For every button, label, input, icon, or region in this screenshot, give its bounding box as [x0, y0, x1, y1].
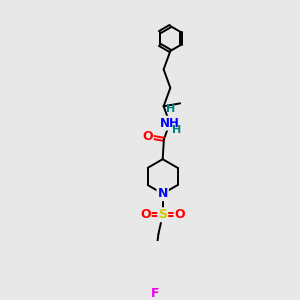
Text: O: O [175, 208, 185, 221]
Text: F: F [151, 287, 160, 300]
Text: O: O [140, 208, 151, 221]
Text: H: H [166, 104, 175, 114]
Text: N: N [158, 187, 168, 200]
Text: NH: NH [160, 117, 180, 130]
Text: S: S [158, 208, 167, 221]
Text: H: H [172, 124, 182, 135]
Text: O: O [142, 130, 153, 143]
